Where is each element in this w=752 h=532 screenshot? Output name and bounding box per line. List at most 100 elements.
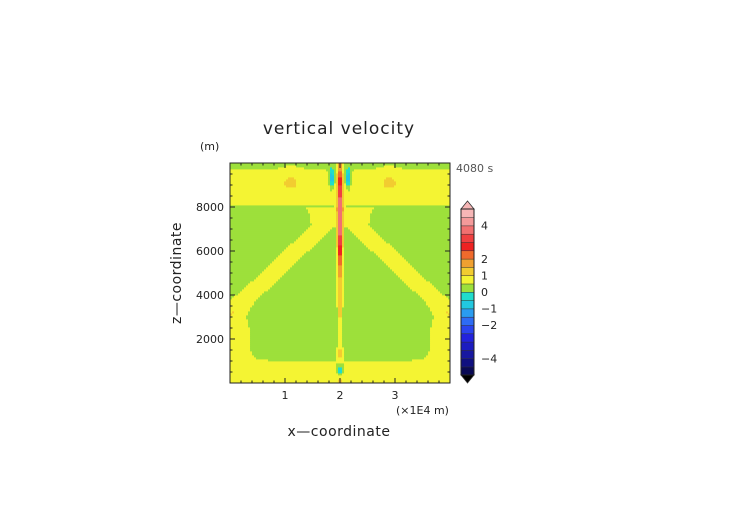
colorbar-tick-label: 2 xyxy=(481,253,488,266)
contour-cell xyxy=(230,303,255,306)
contour-cell xyxy=(342,295,345,298)
contour-cell xyxy=(286,179,297,182)
contour-cell xyxy=(338,329,343,332)
colorbar-bin xyxy=(460,341,475,351)
contour-cell xyxy=(338,227,343,230)
contour-cell xyxy=(342,317,435,320)
contour-cell xyxy=(336,279,339,282)
x-axis: 1 2 3 xyxy=(240,163,440,402)
contour-cell xyxy=(344,365,451,368)
contour-cell xyxy=(350,175,353,178)
contour-cell xyxy=(350,179,353,182)
contour-cell xyxy=(282,275,337,278)
contour-cell xyxy=(284,249,311,252)
contour-cell xyxy=(338,243,343,246)
contour-cell xyxy=(230,239,297,242)
contour-cell xyxy=(344,369,451,372)
contour-cell xyxy=(230,229,307,232)
contour-cell xyxy=(330,189,333,192)
contour-cell xyxy=(230,351,253,354)
contour-cell xyxy=(338,217,343,220)
contour-cell xyxy=(230,297,233,300)
contour-cell xyxy=(308,227,333,230)
contour-cell xyxy=(238,293,263,296)
contour-cell xyxy=(336,205,339,208)
contour-cell xyxy=(342,235,345,238)
contour-cell xyxy=(336,185,339,188)
contour-cell xyxy=(338,237,343,240)
contour-cell xyxy=(338,267,343,270)
contour-cell xyxy=(338,255,343,258)
contour-cell xyxy=(330,175,335,178)
contour-cell xyxy=(346,183,351,186)
contour-cell xyxy=(338,339,343,342)
contour-cell xyxy=(268,265,293,268)
contour-cell xyxy=(336,227,339,230)
contour-cell xyxy=(230,357,257,360)
contour-cell xyxy=(370,215,451,218)
contour-cell xyxy=(338,317,343,320)
contour-cell xyxy=(342,241,345,244)
contour-cell xyxy=(430,307,451,310)
contour-cell xyxy=(342,291,345,294)
contour-cell xyxy=(336,243,339,246)
contour-cell xyxy=(254,279,279,282)
contour-cell xyxy=(354,233,379,236)
contour-cell xyxy=(230,293,239,296)
contour-cell xyxy=(342,345,431,348)
colorbar-bin xyxy=(460,275,475,285)
contour-cell xyxy=(230,223,313,226)
contour-cell xyxy=(332,173,335,176)
contour-cell xyxy=(336,229,339,232)
contour-cell xyxy=(230,253,281,256)
contour-cell xyxy=(440,291,451,294)
contour-cell xyxy=(230,243,291,246)
contour-cell xyxy=(344,371,451,374)
contour-cell xyxy=(344,205,347,208)
contour-cell xyxy=(416,269,451,272)
contour-cell xyxy=(344,287,411,290)
contour-cell xyxy=(302,255,337,258)
colorbar-tick-label: 1 xyxy=(481,269,488,282)
contour-cell xyxy=(230,281,251,284)
contour-cell xyxy=(230,187,331,190)
contour-cell xyxy=(250,327,339,330)
contour-cell xyxy=(338,327,343,330)
colorbar-bin xyxy=(460,266,475,276)
colorbar-tick-label: −2 xyxy=(481,319,497,332)
contour-cell xyxy=(344,195,451,198)
contour-cell xyxy=(432,321,451,324)
contour-cell xyxy=(344,163,451,166)
contour-cell xyxy=(230,193,337,196)
contour-cell xyxy=(346,173,349,176)
contour-cell xyxy=(230,295,235,298)
contour-cell xyxy=(354,169,451,172)
contour-cell xyxy=(344,263,387,266)
contour-cell xyxy=(252,351,337,354)
y-tick-label: 4000 xyxy=(196,289,224,302)
contour-cell xyxy=(268,289,337,292)
contour-cell xyxy=(384,179,395,182)
contour-cell xyxy=(388,265,413,268)
contour-cell xyxy=(230,307,251,310)
contour-cell xyxy=(336,283,339,286)
contour-cell xyxy=(438,289,451,292)
contour-cell xyxy=(418,293,443,296)
contour-cell xyxy=(344,241,363,244)
contour-cell xyxy=(336,273,339,276)
contour-cell xyxy=(230,301,255,304)
contour-cell xyxy=(344,177,347,180)
contour-cell xyxy=(326,233,337,236)
contour-cell xyxy=(342,265,345,268)
contour-cell xyxy=(230,361,451,364)
contour-cell xyxy=(276,281,337,284)
colorbar-bin xyxy=(460,258,475,268)
contour-cell xyxy=(342,255,345,258)
contour-cell xyxy=(344,297,423,300)
contour-cell xyxy=(230,241,295,244)
contour-cell xyxy=(248,283,275,286)
contour-cell xyxy=(336,211,339,214)
contour-cell xyxy=(264,291,337,294)
contour-cell xyxy=(338,187,343,190)
contour-cell xyxy=(374,251,399,254)
